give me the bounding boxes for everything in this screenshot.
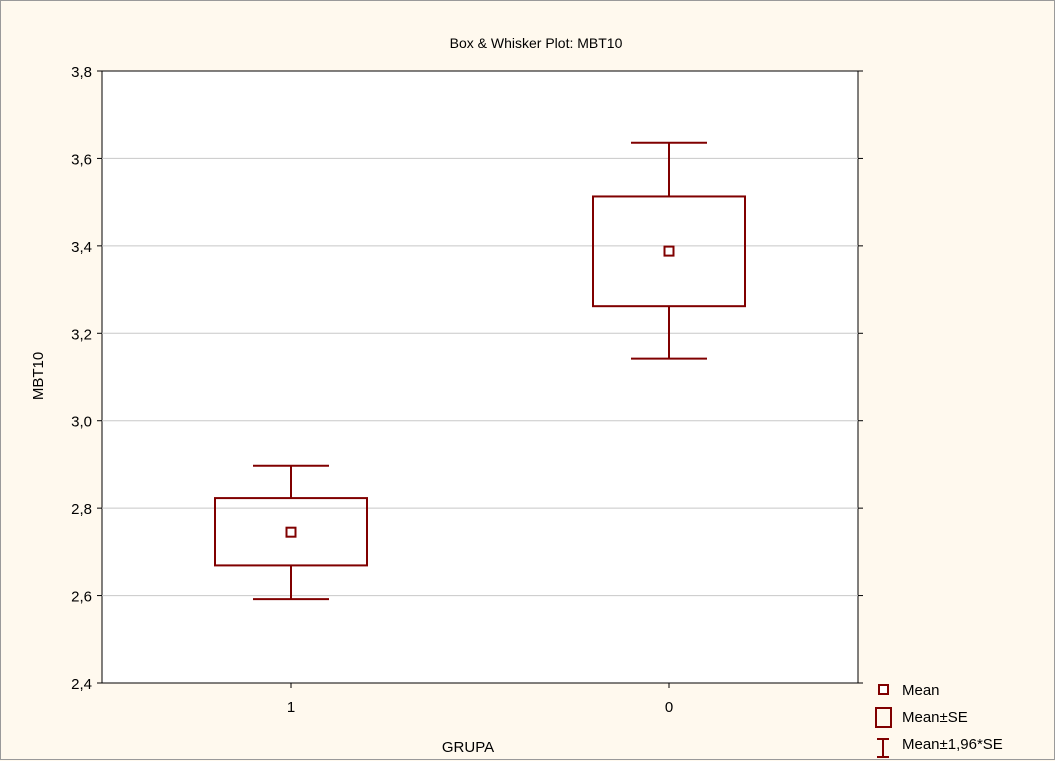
x-tick-label: 0 (665, 699, 673, 716)
se-box (592, 195, 746, 308)
legend-label-mean: Mean (902, 682, 940, 699)
legend-label-se: Mean±SE (902, 709, 968, 726)
y-tick-label: 2,6 (71, 589, 92, 606)
box-group-0 (592, 141, 746, 360)
x-axis-label: GRUPA (442, 739, 494, 756)
legend-label-ci: Mean±1,96*SE (902, 736, 1003, 753)
y-tick-label: 2,8 (71, 501, 92, 518)
legend-mean-symbol (878, 684, 889, 695)
se-box (214, 497, 368, 567)
grid-lines (102, 157, 858, 597)
plot-area (101, 70, 859, 684)
y-axis-label: MBT10 (30, 352, 47, 400)
y-tick-label: 3,0 (71, 414, 92, 431)
y-tick-label: 3,4 (71, 239, 92, 256)
mean-point (285, 526, 297, 538)
y-axis-ticks: 2,4 2,6 2,8 3,0 3,2 3,4 3,6 3,8 (71, 64, 863, 693)
chart-title: Box & Whisker Plot: MBT10 (450, 35, 623, 51)
legend-se-symbol (875, 707, 892, 728)
legend: Mean Mean±SE Mean±1,96*SE (875, 682, 1003, 758)
mean-point (663, 245, 675, 257)
y-tick-label: 2,4 (71, 676, 92, 693)
x-tick-label: 1 (287, 699, 295, 716)
box-marks (214, 141, 746, 601)
y-tick-label: 3,8 (71, 64, 92, 81)
y-tick-label: 3,2 (71, 326, 92, 343)
y-tick-label: 3,6 (71, 151, 92, 168)
box-group-1 (214, 464, 368, 601)
